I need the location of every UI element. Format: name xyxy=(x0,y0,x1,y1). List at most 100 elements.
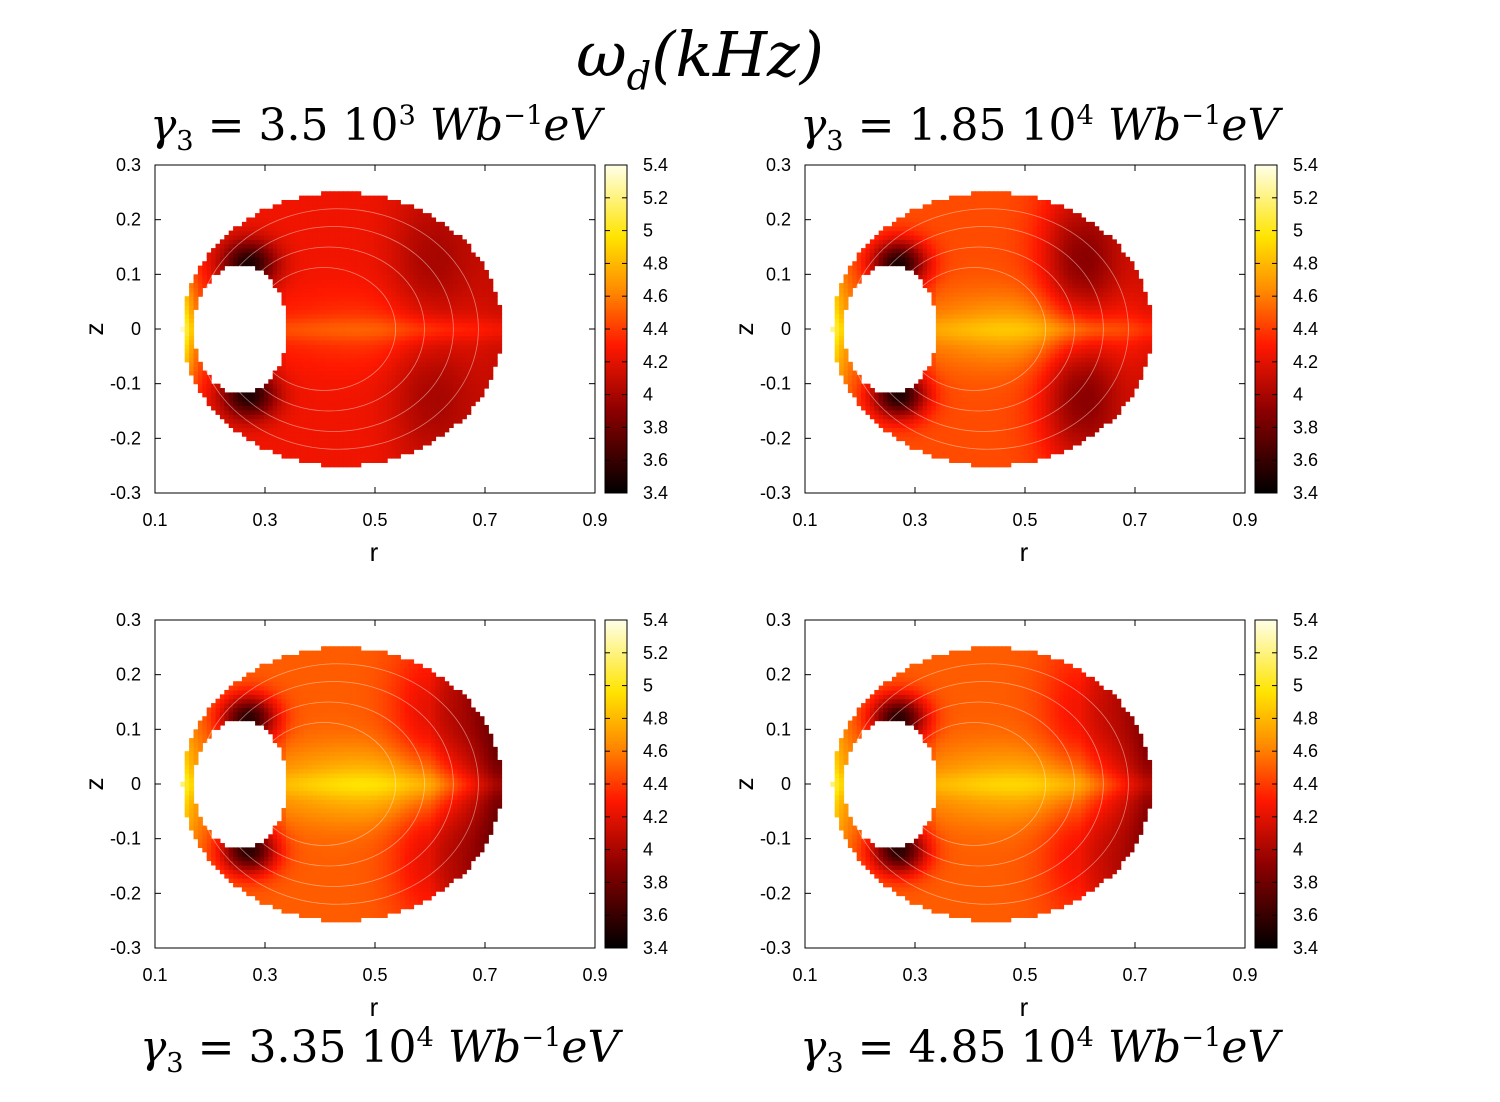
heatmap-cell xyxy=(931,388,937,394)
heatmap-cell xyxy=(957,313,963,319)
heatmap-cell xyxy=(949,239,955,245)
heatmap-cell xyxy=(935,418,941,424)
heatmap-cell xyxy=(435,300,441,306)
heatmap-cell xyxy=(400,423,406,428)
heatmap-cell xyxy=(931,287,937,293)
heatmap-cell xyxy=(351,191,357,197)
heatmap-cell xyxy=(246,431,252,437)
heatmap-cell xyxy=(1001,195,1007,201)
heatmap-cell xyxy=(360,278,366,284)
heatmap-cell xyxy=(457,304,463,310)
heatmap-cell xyxy=(962,379,968,385)
heatmap-cell xyxy=(993,401,999,407)
heatmap-cell xyxy=(935,283,941,289)
heatmap-cell xyxy=(1023,427,1029,433)
heatmap-cell xyxy=(417,405,423,411)
heatmap-cell xyxy=(896,431,902,437)
heatmap-cell xyxy=(435,423,441,428)
heatmap-cell xyxy=(966,252,972,258)
heatmap-cell xyxy=(1006,418,1012,424)
heatmap-cell xyxy=(1019,217,1025,223)
heatmap-cell xyxy=(953,388,959,394)
heatmap-cell xyxy=(935,423,941,428)
heatmap-cell xyxy=(444,304,450,310)
heatmap-cell xyxy=(997,418,1003,424)
heatmap-cell xyxy=(422,414,428,420)
heatmap-cell xyxy=(971,348,977,354)
heatmap-cell xyxy=(285,444,291,450)
heatmap-cell xyxy=(338,335,344,341)
heatmap-cell xyxy=(887,423,893,428)
heatmap-cell xyxy=(971,239,977,245)
heatmap-cell xyxy=(944,287,950,293)
heatmap-cell xyxy=(290,388,296,394)
heatmap-cell xyxy=(343,366,349,372)
heatmap-cell xyxy=(395,221,401,227)
heatmap-cell xyxy=(1001,370,1007,376)
heatmap-cell xyxy=(444,313,450,319)
heatmap-cell xyxy=(250,243,256,249)
heatmap-cell xyxy=(373,322,379,328)
heatmap-cell xyxy=(962,436,968,442)
heatmap-cell xyxy=(997,248,1003,254)
heatmap-cell xyxy=(316,396,322,402)
heatmap-cell xyxy=(307,348,313,354)
heatmap-cell xyxy=(272,414,278,420)
heatmap-cell xyxy=(404,401,410,407)
heatmap-cell xyxy=(470,261,476,267)
heatmap-cell xyxy=(913,423,919,428)
heatmap-cell xyxy=(997,230,1003,236)
heatmap-cell xyxy=(448,335,454,341)
heatmap-cell xyxy=(470,313,476,319)
heatmap-cell xyxy=(347,217,353,223)
heatmap-cell xyxy=(931,269,937,275)
heatmap-cell xyxy=(953,379,959,385)
heatmap-cell xyxy=(321,199,327,205)
heatmap-cell xyxy=(979,339,985,345)
heatmap-cell xyxy=(400,396,406,402)
heatmap-cell xyxy=(979,370,985,376)
heatmap-cell xyxy=(953,440,959,446)
heatmap-cell xyxy=(966,326,972,332)
heatmap-cell xyxy=(285,296,291,302)
heatmap-cell xyxy=(343,401,349,407)
heatmap-cell xyxy=(439,344,445,350)
heatmap-cell xyxy=(949,309,955,315)
heatmap-cell xyxy=(343,344,349,350)
heatmap-cell xyxy=(356,370,362,376)
heatmap-cell xyxy=(316,440,322,446)
heatmap-cell xyxy=(382,313,388,319)
heatmap-cell xyxy=(1023,234,1029,240)
heatmap-cell xyxy=(957,392,963,398)
heatmap-cell xyxy=(246,396,252,402)
heatmap-cell xyxy=(927,449,933,455)
heatmap-cell xyxy=(338,234,344,240)
heatmap-cell xyxy=(988,296,994,302)
heatmap-cell xyxy=(365,388,371,394)
heatmap-cell xyxy=(909,252,915,258)
heatmap-cell xyxy=(448,313,454,319)
heatmap-cell xyxy=(409,217,415,223)
heatmap-cell xyxy=(984,374,990,380)
heatmap-cell xyxy=(856,383,862,389)
heatmap-cell xyxy=(404,374,410,380)
heatmap-cell xyxy=(435,409,441,415)
heatmap-cell xyxy=(369,291,375,297)
heatmap-cell xyxy=(457,291,463,297)
heatmap-cell xyxy=(281,436,287,442)
heatmap-cell xyxy=(475,383,481,389)
heatmap-cell xyxy=(356,283,362,289)
heatmap-cell xyxy=(935,409,941,415)
heatmap-cell xyxy=(325,423,331,428)
heatmap-cell xyxy=(444,269,450,275)
heatmap-cell xyxy=(448,361,454,367)
heatmap-cell xyxy=(905,418,911,424)
heatmap-cell xyxy=(325,199,331,205)
heatmap-cell xyxy=(373,370,379,376)
heatmap-cell xyxy=(1010,243,1016,249)
heatmap-cell xyxy=(325,444,331,450)
heatmap-cell xyxy=(1023,370,1029,376)
heatmap-cell xyxy=(325,239,331,245)
heatmap-cell xyxy=(887,405,893,411)
heatmap-cell xyxy=(387,374,393,380)
